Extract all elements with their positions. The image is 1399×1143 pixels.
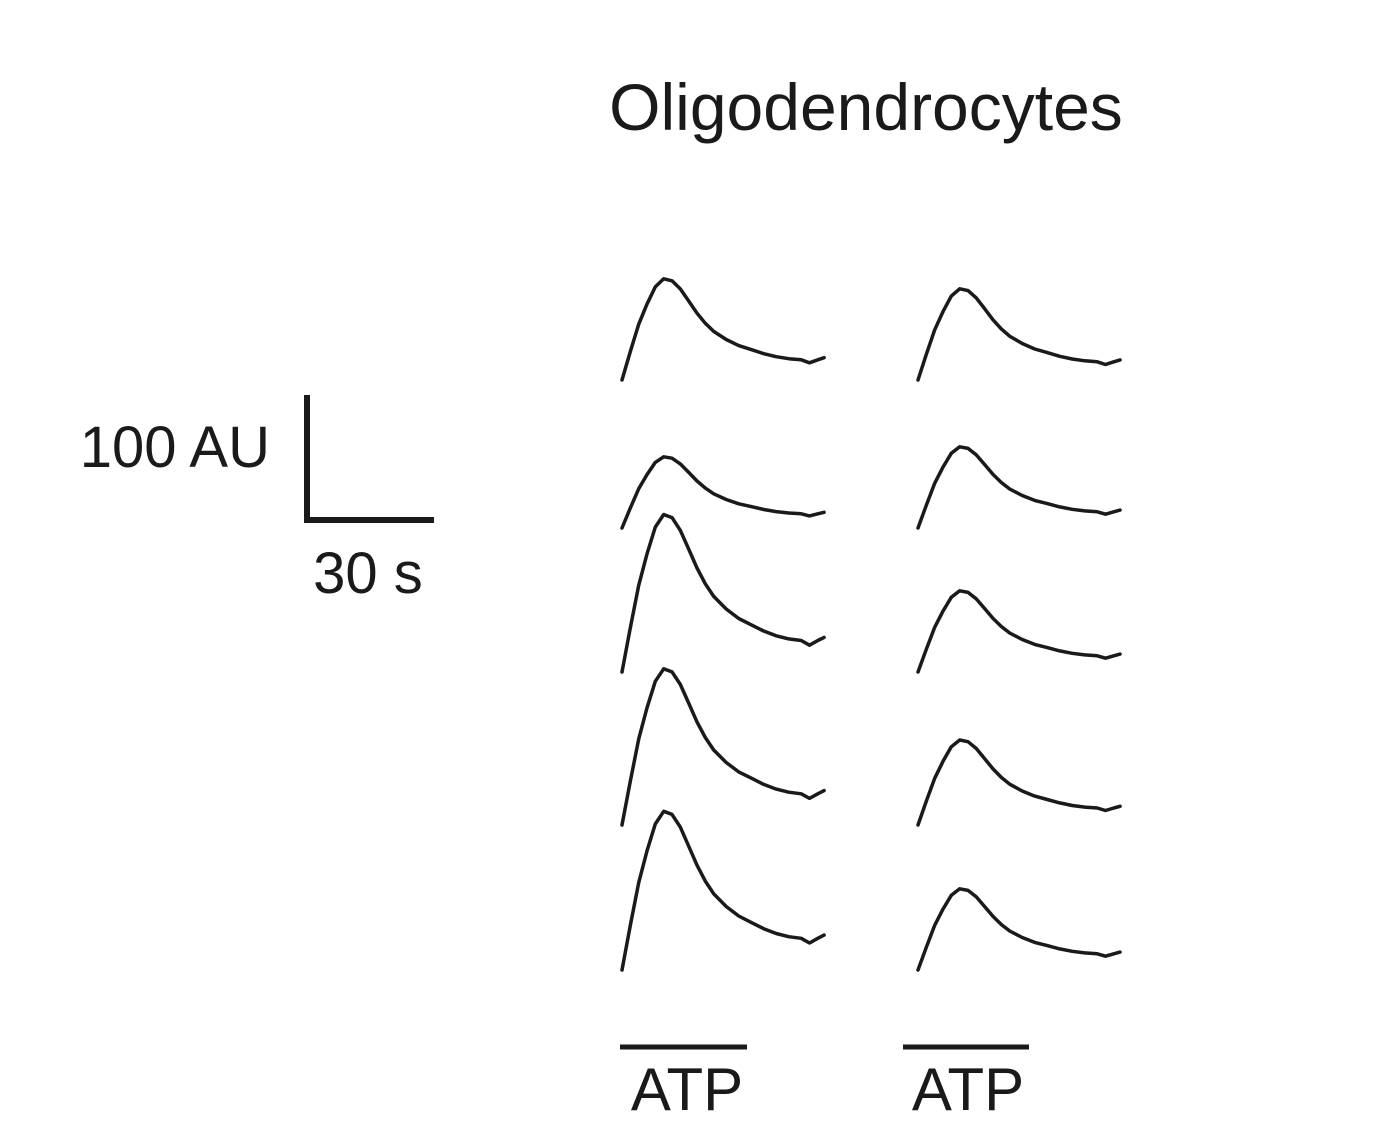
trace-col2-row5 bbox=[916, 887, 1122, 972]
chart-title: Oligodendrocytes bbox=[609, 70, 1123, 144]
stimulus-marker-2: ATP bbox=[903, 1044, 1029, 1123]
trace-col1-row3 bbox=[620, 512, 826, 674]
stimulus-label-1: ATP bbox=[631, 1056, 743, 1123]
trace-col2-row4 bbox=[916, 738, 1122, 827]
trace-panel bbox=[620, 277, 1122, 972]
trace-col2-row1 bbox=[916, 287, 1122, 382]
trace-col1-row2 bbox=[620, 455, 826, 530]
trace-col1-row1 bbox=[620, 277, 826, 382]
scale-bar-x-label: 30 s bbox=[313, 541, 423, 606]
trace-col2-row2 bbox=[916, 445, 1122, 530]
trace-col1-row4 bbox=[620, 667, 826, 827]
scale-bar: 100 AU 30 s bbox=[80, 395, 434, 606]
stimulus-marker-1: ATP bbox=[620, 1044, 747, 1123]
scale-bar-y-label: 100 AU bbox=[80, 415, 270, 480]
stimulus-label-2: ATP bbox=[912, 1056, 1024, 1123]
trace-col2-row3 bbox=[916, 589, 1122, 674]
trace-col1-row5 bbox=[620, 809, 826, 972]
